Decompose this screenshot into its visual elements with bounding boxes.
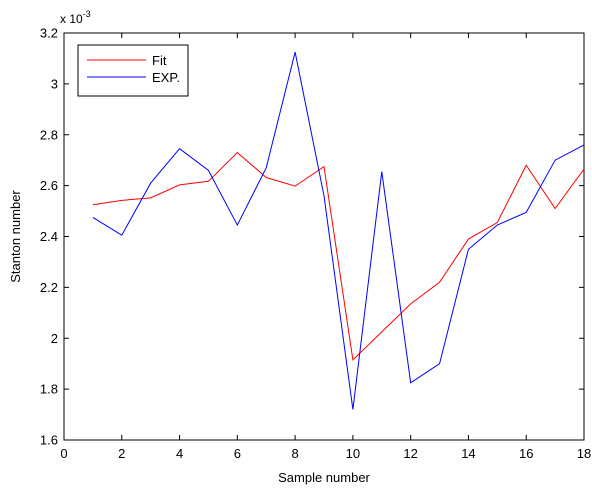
x-tick-label: 2 <box>118 446 125 461</box>
y-axis-exponent-label: x 10-3 <box>60 9 91 26</box>
legend: Fit EXP. <box>77 44 189 97</box>
x-tick-label: 16 <box>519 446 533 461</box>
y-tick-label: 3 <box>51 76 58 91</box>
y-tick-label: 2 <box>51 331 58 346</box>
y-tick-label: 3.2 <box>40 26 58 41</box>
legend-box <box>77 44 189 97</box>
x-tick-label: 14 <box>461 446 475 461</box>
x-tick-label: 12 <box>403 446 417 461</box>
legend-label-fit: Fit <box>152 53 167 68</box>
y-tick-label: 2.8 <box>40 127 58 142</box>
x-tick-label: 6 <box>234 446 241 461</box>
y-axis-exponent-power: -3 <box>83 9 91 19</box>
x-tick-label: 10 <box>346 446 360 461</box>
y-tick-label: 2.6 <box>40 178 58 193</box>
x-tick-label: 4 <box>176 446 183 461</box>
x-axis-label: Sample number <box>278 470 370 485</box>
y-tick-label: 2.4 <box>40 229 58 244</box>
series-line-exp <box>92 51 585 410</box>
y-axis: 1.6 1.8 2 2.2 2.4 2.6 2.8 3 3.2 <box>40 26 584 448</box>
y-axis-exponent-base: x 10 <box>60 12 83 26</box>
x-axis: 0 2 4 6 8 10 12 14 16 18 <box>60 33 591 461</box>
series-layer <box>92 51 585 410</box>
x-tick-label: 8 <box>291 446 298 461</box>
y-axis-label: Stanton number <box>8 190 23 283</box>
series-line-fit <box>92 151 585 361</box>
y-tick-label: 2.2 <box>40 280 58 295</box>
y-tick-label: 1.6 <box>40 433 58 448</box>
plot-area <box>63 32 585 441</box>
x-tick-label: 0 <box>60 446 67 461</box>
y-tick-label: 1.8 <box>40 382 58 397</box>
legend-label-exp: EXP. <box>152 70 180 85</box>
x-tick-label: 18 <box>577 446 591 461</box>
